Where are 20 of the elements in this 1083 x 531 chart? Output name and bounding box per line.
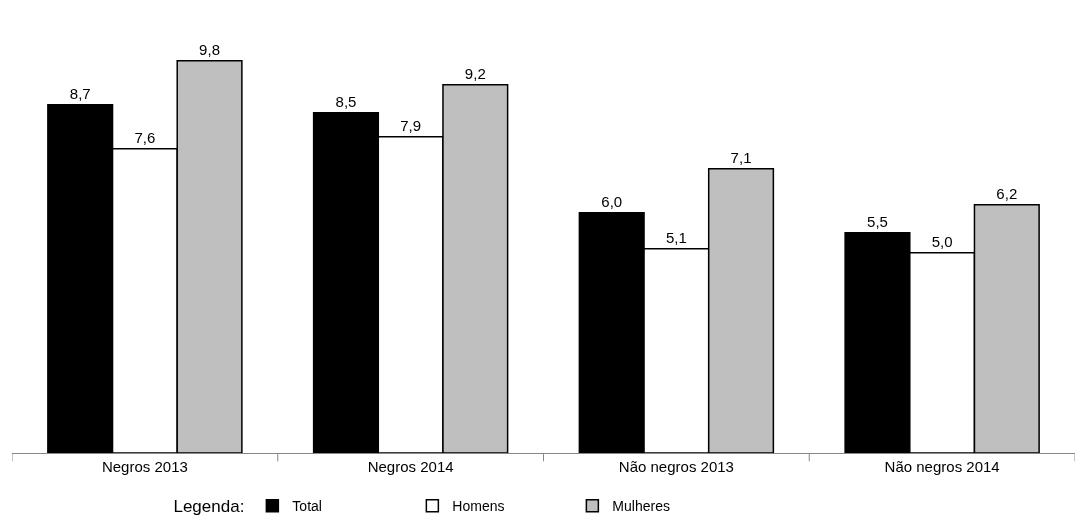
x-tick-label: Não negros 2014: [884, 458, 1000, 475]
data-label: 6,0: [601, 192, 623, 210]
legend-label: Mulheres: [612, 498, 670, 515]
data-label: 5,1: [665, 228, 687, 246]
x-tick-label: Não negros 2013: [618, 458, 734, 475]
data-label: 8,5: [335, 92, 357, 110]
data-label: 7,6: [134, 128, 156, 146]
legend-label: Total: [292, 498, 322, 515]
x-tick-label: Negros 2013: [101, 458, 188, 475]
x-tick-label: Negros 2014: [367, 458, 454, 475]
data-label: 7,1: [730, 148, 752, 166]
data-label: 9,8: [199, 40, 220, 58]
legend-label: Homens: [452, 498, 505, 515]
data-label: 5,5: [867, 212, 888, 230]
data-label: 7,9: [400, 116, 422, 134]
legend-title: Legenda:: [173, 497, 245, 517]
data-label: 5,0: [931, 232, 953, 250]
data-label: 6,2: [996, 184, 1018, 202]
data-label: 9,2: [464, 64, 486, 82]
data-label: 8,7: [69, 84, 91, 102]
